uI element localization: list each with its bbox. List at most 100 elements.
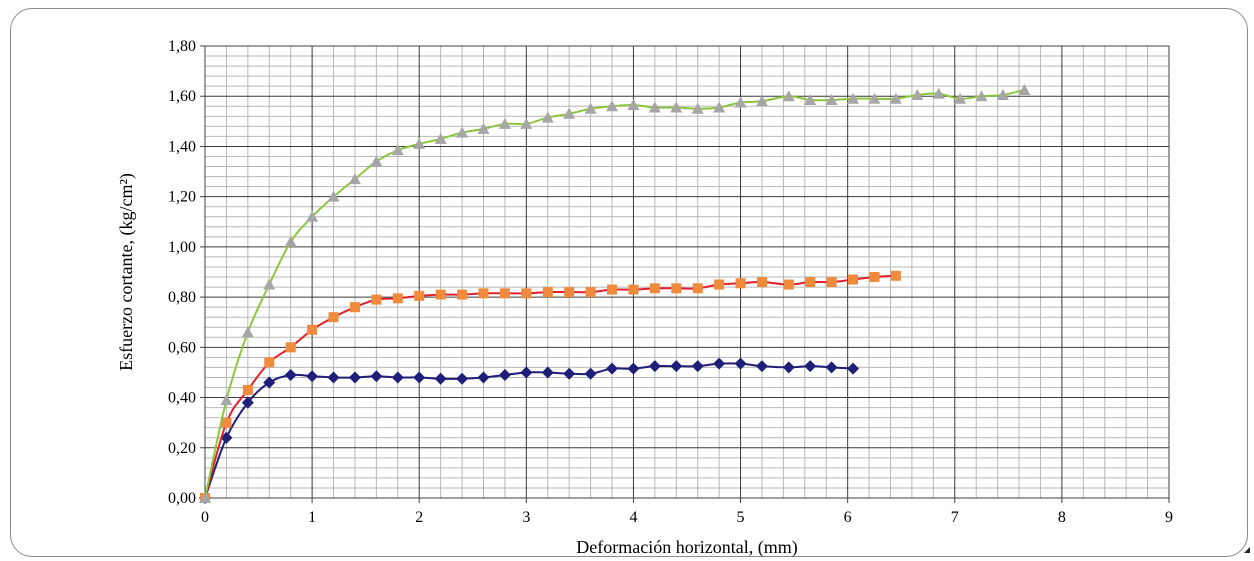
data-point-triangle: [584, 102, 597, 114]
data-point-square: [607, 284, 618, 295]
data-point-square: [783, 279, 794, 290]
data-point-diamond: [284, 368, 297, 381]
series-layer: [199, 83, 1031, 504]
data-point-triangle: [541, 111, 554, 123]
y-tick-label: 0,80: [168, 289, 196, 306]
data-point-triangle: [520, 117, 533, 129]
data-point-diamond: [348, 371, 361, 384]
data-point-square: [628, 284, 639, 295]
data-point-diamond: [541, 366, 554, 379]
data-point-triangle: [370, 155, 383, 167]
y-tick-label: 0,40: [168, 390, 196, 407]
data-point-triangle: [755, 95, 768, 107]
data-point-diamond: [606, 362, 619, 375]
x-tick-label: 1: [308, 509, 316, 526]
data-point-triangle: [975, 90, 988, 102]
data-point-square: [826, 277, 837, 288]
data-point-diamond: [734, 357, 747, 370]
data-point-triangle: [263, 278, 276, 290]
data-point-diamond: [563, 367, 576, 380]
data-point-triangle: [825, 93, 838, 105]
data-point-square: [542, 287, 553, 298]
data-point-square: [692, 283, 703, 294]
x-tick-label: 6: [844, 509, 852, 526]
data-point-square: [671, 283, 682, 294]
data-point-diamond: [220, 431, 233, 444]
data-point-diamond: [241, 396, 254, 409]
plot-area-border: [204, 45, 1170, 499]
data-point-triangle: [911, 88, 924, 100]
data-point-diamond: [456, 372, 469, 385]
x-tick-label: 9: [1165, 509, 1173, 526]
y-tick-label: 1,40: [168, 138, 196, 155]
data-point-square: [242, 385, 253, 396]
data-point-square: [564, 287, 575, 298]
y-tick-label: 0,60: [168, 339, 196, 356]
data-point-diamond: [477, 371, 490, 384]
series-2: [200, 270, 901, 503]
data-point-diamond: [847, 362, 860, 375]
data-point-triangle: [563, 107, 576, 119]
data-point-diamond: [520, 366, 533, 379]
data-point-diamond: [825, 361, 838, 374]
data-point-diamond: [370, 370, 383, 383]
data-point-square: [848, 274, 859, 285]
data-point-triangle: [391, 144, 404, 156]
y-tick-label: 0,00: [168, 490, 196, 507]
data-point-square: [307, 324, 318, 335]
y-tick-label: 0,20: [168, 440, 196, 457]
data-point-diamond: [327, 371, 340, 384]
axes: 0 1 2 3 4 5 6 7 8 9 0,00 0,20 0,40 0,60 0,80 1,00 1,20 1,…: [168, 38, 1173, 526]
data-point-square: [585, 287, 596, 298]
data-point-triangle: [734, 96, 747, 108]
x-tick-label: 4: [629, 509, 637, 526]
data-point-square: [349, 302, 360, 313]
data-point-square: [649, 283, 660, 294]
data-point-triangle: [847, 92, 860, 104]
data-point-diamond: [691, 360, 704, 373]
data-point-triangle: [932, 87, 945, 99]
data-point-diamond: [755, 360, 768, 373]
data-point-triangle: [868, 92, 881, 104]
x-axis-title: Deformación horizontal, (mm): [576, 537, 797, 558]
data-point-diamond: [498, 368, 511, 381]
data-point-triangle: [691, 102, 704, 114]
data-point-diamond: [263, 376, 276, 389]
data-point-triangle: [327, 190, 340, 202]
data-point-diamond: [413, 371, 426, 384]
data-point-square: [221, 417, 232, 428]
data-point-square: [499, 288, 510, 299]
data-point-square: [735, 278, 746, 289]
data-point-square: [264, 357, 275, 368]
data-point-diamond: [627, 362, 640, 375]
data-point-square: [478, 288, 489, 299]
data-point-triangle: [648, 101, 661, 113]
x-tick-label: 0: [201, 509, 209, 526]
y-axis-title: Esfuerzo cortante, (kg/cm²): [116, 173, 137, 371]
data-point-diamond: [434, 372, 447, 385]
y-tick-label: 1,60: [168, 88, 196, 105]
data-point-square: [890, 270, 901, 281]
data-point-triangle: [889, 92, 902, 104]
data-point-triangle: [996, 88, 1009, 100]
data-point-triangle: [782, 90, 795, 102]
data-point-square: [756, 277, 767, 288]
data-point-triangle: [284, 235, 297, 247]
data-point-square: [371, 294, 382, 305]
x-tick-label: 5: [737, 509, 745, 526]
resize-corner-icon: [1244, 547, 1250, 553]
grid-lines: [204, 45, 1170, 499]
data-point-triangle: [627, 99, 640, 111]
data-point-diamond: [648, 360, 661, 373]
series-1: [199, 357, 860, 504]
data-point-diamond: [782, 361, 795, 374]
data-point-triangle: [670, 101, 683, 113]
data-point-square: [414, 290, 425, 301]
x-tick-label: 8: [1058, 509, 1066, 526]
data-point-triangle: [199, 492, 211, 503]
data-point-triangle: [348, 173, 361, 185]
data-point-triangle: [306, 210, 319, 222]
series-line: [204, 274, 896, 499]
y-tick-label: 1,00: [168, 239, 196, 256]
